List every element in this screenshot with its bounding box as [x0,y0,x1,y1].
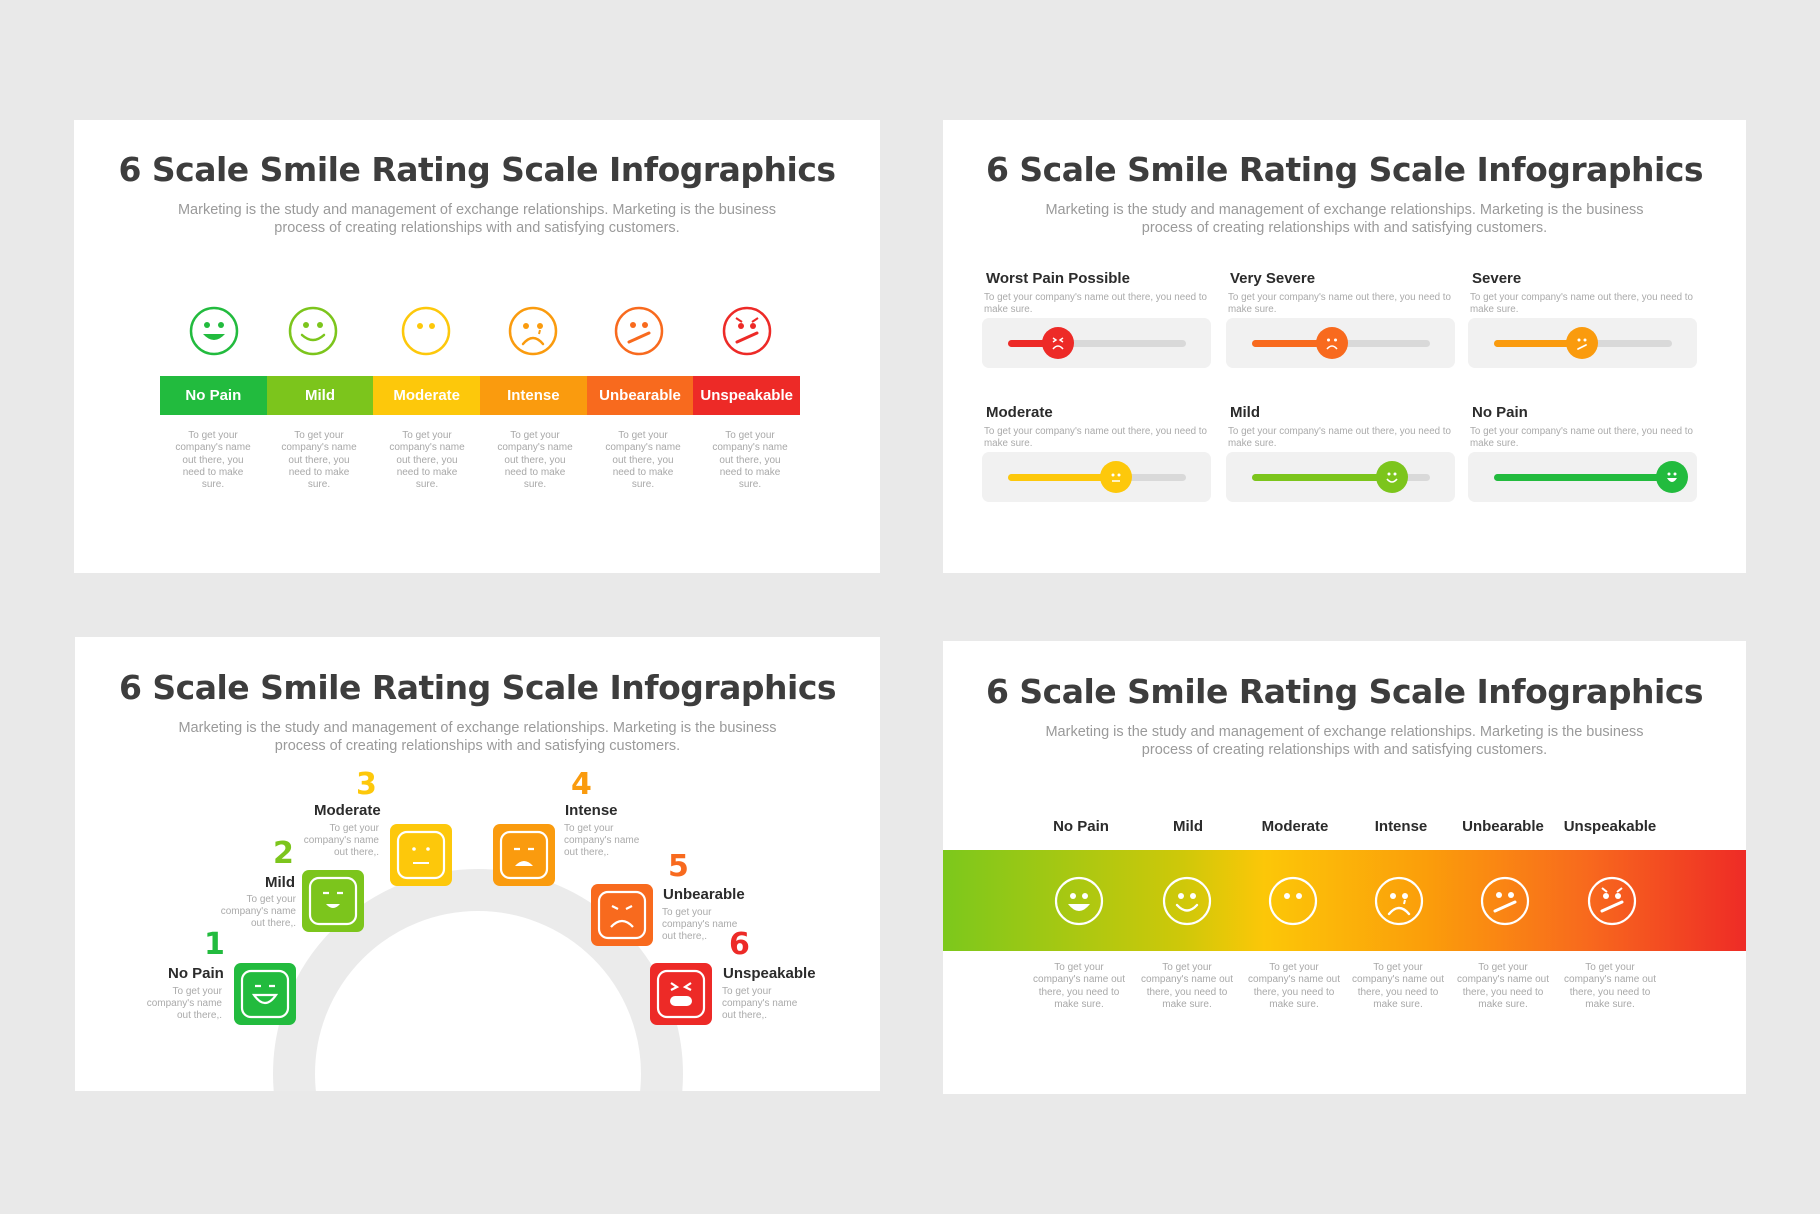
scale-segment-no-pain: No Pain [160,376,267,415]
step-label: Intense [565,802,618,819]
level-description: To get your company's name out there, you … [1564,962,1656,1010]
step-number: 6 [729,927,750,962]
slider-container [1226,452,1455,502]
slide-4-subtitle: Marketing is the study and management of… [1045,724,1644,758]
level-label: Moderate [1261,818,1329,835]
slide-2-subtitle: Marketing is the study and management of… [1045,202,1644,236]
angry-face-icon[interactable] [1042,327,1074,359]
step-number: 1 [204,927,225,962]
step-description: To get your company's name out there,. [564,823,640,858]
big-smile-face-icon[interactable] [1656,461,1688,493]
level-label: Unbearable [1462,818,1544,835]
level-label: No Pain [1053,818,1109,835]
slide-1-title: 6 Scale Smile Rating Scale Infographics [118,150,836,189]
sad-tear-face-icon [508,306,558,356]
sad-tear-face-icon [1374,876,1424,926]
level-description: To get your company's name out there, you n… [497,430,573,491]
level-description: To get your company's name out there, you … [1457,962,1549,1010]
big-smile-face-icon [1054,876,1104,926]
slide-4-title: 6 Scale Smile Rating Scale Infographics [985,672,1704,711]
step-label: No Pain [168,965,224,982]
level-description: To get your company's name out there, you n… [605,430,681,491]
slider-container [1226,318,1455,368]
step-description: To get your company's name out there,. [146,986,222,1021]
pain-scale-bar: No Pain Mild Moderate Intense Unbearable… [160,376,801,415]
neutral-face-icon [401,306,451,356]
level-description: To get your company's name out there, you … [1141,962,1233,1010]
angry-face-icon [1587,876,1637,926]
slider-container [1468,452,1697,502]
neutral-face-icon [390,824,452,886]
level-description: To get your company's name out there, you n… [389,430,465,491]
angry-face-icon [722,306,772,356]
step-label: Mild [265,874,295,891]
slider-track[interactable] [1008,340,1186,347]
slider-track[interactable] [1494,474,1672,481]
smile-face-icon [288,306,338,356]
angry-face-icon [591,884,653,946]
level-description: To get your company's name out there, you … [1352,962,1444,1010]
level-description: To get your company's name out there, you n… [712,430,788,491]
gradient-pain-scale [943,850,1746,951]
slide-2-title: 6 Scale Smile Rating Scale Infographics [985,150,1704,189]
big-smile-face-icon [189,306,239,356]
slider-container [982,452,1211,502]
big-smile-face-icon [234,963,296,1025]
neutral-face-icon [1268,876,1318,926]
slide-3-title: 6 Scale Smile Rating Scale Infographics [118,668,837,707]
smile-face-icon [1162,876,1212,926]
step-description: To get your company's name out there,. [220,894,296,929]
step-number: 3 [356,767,377,802]
smile-face-icon [302,870,364,932]
slide-horizontal-bar [74,120,880,573]
slider-track[interactable] [1008,474,1186,481]
slide-3-subtitle: Marketing is the study and management of… [178,720,777,754]
neutral-face-icon[interactable] [1100,461,1132,493]
sad-face-icon [493,824,555,886]
slider-container [982,318,1211,368]
smile-face-icon[interactable] [1376,461,1408,493]
step-label: Unbearable [663,886,745,903]
displeased-face-icon[interactable] [1566,327,1598,359]
step-description: To get your company's name out there,. [662,907,738,942]
displeased-face-icon [1480,876,1530,926]
scale-segment-moderate: Moderate [373,376,481,415]
furious-face-icon [650,963,712,1025]
sad-face-icon[interactable] [1316,327,1348,359]
slide-1-subtitle: Marketing is the study and management of… [177,202,777,236]
scale-segment-intense: Intense [480,376,587,415]
slider-track[interactable] [1252,474,1430,481]
step-label: Unspeakable [723,965,816,982]
scale-segment-mild: Mild [266,376,374,415]
level-label: Mild [1173,818,1203,835]
level-label: Intense [1374,818,1428,835]
level-label: Unspeakable [1563,818,1657,835]
step-number: 4 [571,767,592,802]
step-number: 5 [668,849,689,884]
displeased-face-icon [614,306,664,356]
step-description: To get your company's name out there,. [303,823,379,858]
level-description: To get your company's name out there, you … [1248,962,1340,1010]
level-description: To get your company's name out there, you … [1033,962,1125,1010]
slider-container [1468,318,1697,368]
level-description: To get your company's name out there, you n… [281,430,357,491]
step-number: 2 [273,836,294,871]
level-description: To get your company's name out there, you n… [175,430,251,491]
step-label: Moderate [314,802,381,819]
step-description: To get your company's name out there,. [722,986,798,1021]
scale-segment-unbearable: Unbearable [586,376,694,415]
scale-segment-unspeakable: Unspeakable [693,376,801,415]
